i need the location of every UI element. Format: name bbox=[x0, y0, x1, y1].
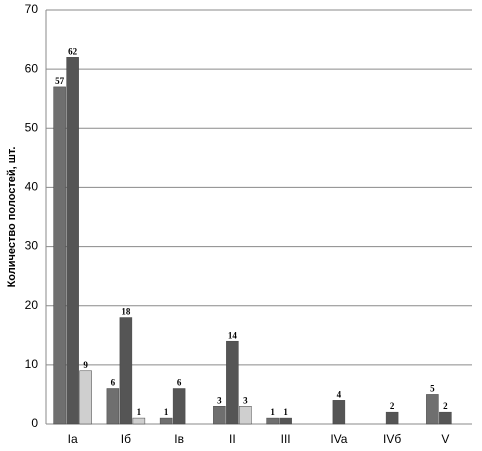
value-label: 57 bbox=[55, 76, 65, 86]
x-tick-label: Ia bbox=[68, 432, 78, 446]
x-tick-label: II bbox=[229, 432, 236, 446]
value-label: 1 bbox=[270, 407, 275, 417]
y-tick-label: 60 bbox=[25, 61, 39, 75]
bar bbox=[279, 417, 292, 425]
bar bbox=[172, 388, 186, 425]
value-label: 6 bbox=[111, 378, 116, 388]
x-tick-label: IVб bbox=[383, 432, 401, 446]
value-label: 18 bbox=[121, 307, 131, 317]
y-tick-label: 40 bbox=[25, 180, 39, 194]
y-tick-label: 70 bbox=[25, 2, 39, 16]
bar bbox=[266, 417, 279, 425]
value-label: 2 bbox=[443, 401, 448, 411]
bar bbox=[53, 86, 66, 425]
x-tick-label: V bbox=[441, 432, 449, 446]
x-tick-label: Iб bbox=[121, 432, 131, 446]
value-label: 1 bbox=[164, 407, 169, 417]
y-tick-label: 0 bbox=[31, 416, 38, 430]
bar bbox=[213, 406, 226, 425]
bar bbox=[385, 411, 399, 425]
value-label: 3 bbox=[243, 395, 248, 405]
bar bbox=[106, 388, 120, 425]
value-label: 1 bbox=[137, 407, 142, 417]
bar bbox=[79, 370, 92, 425]
bar bbox=[239, 406, 252, 425]
value-label: 3 bbox=[217, 395, 222, 405]
value-label: 1 bbox=[283, 407, 288, 417]
bar bbox=[132, 417, 146, 425]
x-tick-label: IVa bbox=[330, 432, 347, 446]
value-label: 62 bbox=[68, 46, 78, 56]
x-tick-label: Iв bbox=[174, 432, 184, 446]
value-label: 6 bbox=[177, 378, 182, 388]
y-tick-label: 20 bbox=[25, 298, 39, 312]
value-label: 2 bbox=[390, 401, 395, 411]
y-tick-label: 50 bbox=[25, 120, 39, 134]
value-label: 5 bbox=[430, 383, 435, 393]
bar bbox=[159, 417, 173, 425]
value-label: 4 bbox=[337, 389, 342, 399]
bar bbox=[439, 411, 452, 425]
y-tick-label: 10 bbox=[25, 357, 39, 371]
bar bbox=[66, 57, 79, 425]
y-axis-label: Количество полостей, шт. bbox=[6, 147, 18, 288]
x-tick-label: III bbox=[281, 432, 291, 446]
value-label: 9 bbox=[83, 360, 88, 370]
y-tick-label: 30 bbox=[25, 239, 39, 253]
bar bbox=[119, 317, 133, 425]
value-label: 14 bbox=[228, 330, 238, 340]
bar bbox=[426, 394, 439, 425]
bar bbox=[332, 400, 346, 425]
bar bbox=[226, 340, 239, 425]
